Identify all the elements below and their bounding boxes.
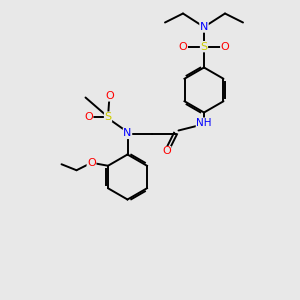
Text: S: S [104,112,112,122]
Text: N: N [123,128,132,139]
Text: S: S [200,41,208,52]
Text: O: O [220,41,230,52]
Text: O: O [178,41,188,52]
Text: N: N [200,22,208,32]
Text: O: O [105,91,114,101]
Text: NH: NH [196,118,212,128]
Text: O: O [84,112,93,122]
Text: O: O [162,146,171,157]
Text: O: O [87,158,96,168]
